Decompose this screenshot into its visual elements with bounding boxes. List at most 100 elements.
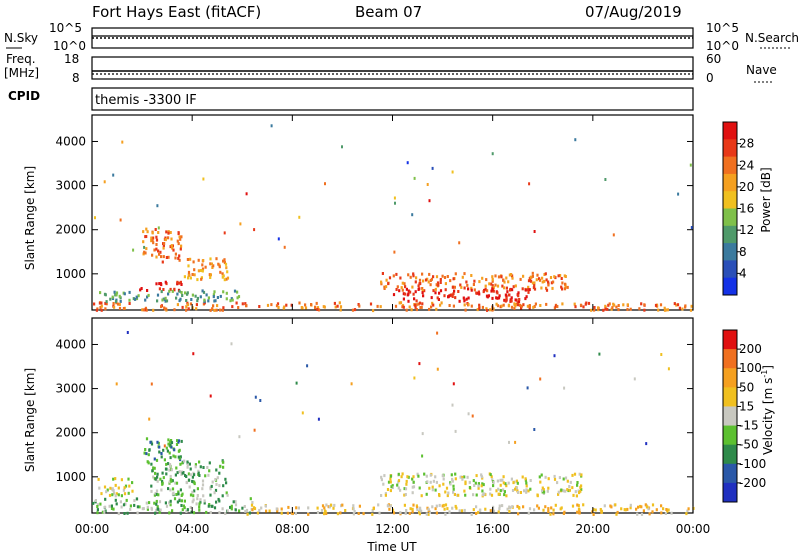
range-cell	[170, 237, 173, 241]
range-cell	[502, 303, 505, 307]
range-cell	[196, 487, 199, 491]
range-cell	[533, 428, 536, 431]
range-cell	[328, 505, 331, 509]
range-cell	[463, 286, 466, 290]
range-cell	[486, 308, 489, 312]
range-cell	[517, 491, 520, 494]
range-cell	[158, 252, 161, 256]
range-cell	[425, 474, 428, 478]
range-cell	[244, 509, 247, 513]
range-cell	[126, 331, 129, 334]
range-cell	[95, 308, 98, 312]
range-cell	[147, 461, 150, 465]
range-cell	[196, 296, 199, 300]
range-cell	[290, 303, 293, 307]
range-cell	[254, 395, 257, 399]
range-cell	[482, 483, 485, 487]
range-cell	[295, 381, 298, 385]
range-cell	[230, 504, 233, 508]
range-cell	[217, 497, 220, 501]
range-cell	[598, 352, 601, 356]
range-cell	[507, 304, 510, 308]
range-cell	[152, 466, 155, 470]
range-cell	[232, 500, 235, 504]
range-cell	[99, 502, 102, 506]
range-cell	[435, 480, 438, 484]
range-cell	[414, 290, 417, 294]
colorbar-tick-label: 100	[739, 361, 762, 375]
range-cell	[380, 478, 383, 482]
range-cell	[202, 494, 205, 498]
range-cell	[181, 471, 184, 475]
range-cell	[174, 481, 177, 485]
range-cell	[192, 511, 196, 515]
range-cell	[324, 510, 327, 514]
range-cell	[175, 493, 178, 496]
range-cell	[203, 501, 206, 505]
range-cell	[446, 494, 449, 498]
range-cell	[112, 507, 115, 511]
range-cell	[535, 278, 538, 282]
range-cell	[145, 452, 148, 456]
range-cell	[221, 494, 224, 498]
range-cell	[434, 287, 437, 291]
range-cell	[477, 486, 480, 490]
range-cell	[172, 454, 175, 458]
range-cell	[183, 506, 186, 510]
range-cell	[506, 290, 509, 294]
range-cell	[415, 504, 418, 508]
range-cell	[453, 493, 456, 496]
range-cell	[189, 276, 192, 280]
range-cell	[170, 479, 173, 483]
range-cell	[651, 510, 654, 514]
range-cell	[179, 488, 182, 492]
range-cell	[264, 504, 267, 508]
colorbar-swatch	[723, 387, 737, 407]
range-cell	[155, 238, 159, 242]
range-cell	[157, 226, 160, 230]
range-cell	[225, 297, 228, 301]
range-cell	[200, 277, 203, 281]
range-cell	[580, 473, 583, 477]
range-cell	[201, 267, 205, 271]
range-cell	[310, 303, 313, 306]
range-cell	[592, 513, 595, 516]
range-cell	[454, 504, 457, 508]
range-cell	[432, 289, 435, 293]
range-cell	[611, 306, 614, 310]
range-cell	[156, 299, 159, 303]
range-cell	[169, 478, 172, 482]
range-cell	[531, 281, 534, 285]
range-cell	[524, 477, 527, 481]
range-cell	[275, 507, 278, 511]
range-cell	[280, 507, 283, 511]
range-cell	[459, 283, 462, 287]
range-cell	[99, 291, 102, 295]
range-cell	[195, 307, 198, 311]
range-cell	[435, 275, 439, 279]
range-cell	[541, 276, 544, 280]
range-cell	[451, 285, 454, 289]
range-cell	[525, 488, 528, 492]
range-cell	[525, 484, 528, 488]
range-cell	[378, 511, 381, 515]
range-cell	[152, 308, 155, 312]
range-cell	[566, 285, 569, 289]
range-cell	[422, 294, 425, 298]
range-cell	[508, 440, 510, 444]
range-cell	[562, 477, 565, 481]
range-cell	[198, 460, 201, 464]
range-cell	[437, 298, 440, 301]
range-cell	[339, 305, 343, 309]
range-cell	[409, 507, 412, 511]
range-cell	[202, 259, 205, 262]
range-cell	[115, 293, 118, 297]
range-cell	[123, 492, 127, 496]
range-cell	[191, 479, 194, 483]
range-cell	[371, 509, 374, 512]
range-cell	[172, 248, 175, 252]
range-cell	[180, 494, 183, 497]
range-cell	[178, 235, 181, 239]
range-cell	[185, 308, 188, 312]
range-cell	[339, 308, 342, 312]
